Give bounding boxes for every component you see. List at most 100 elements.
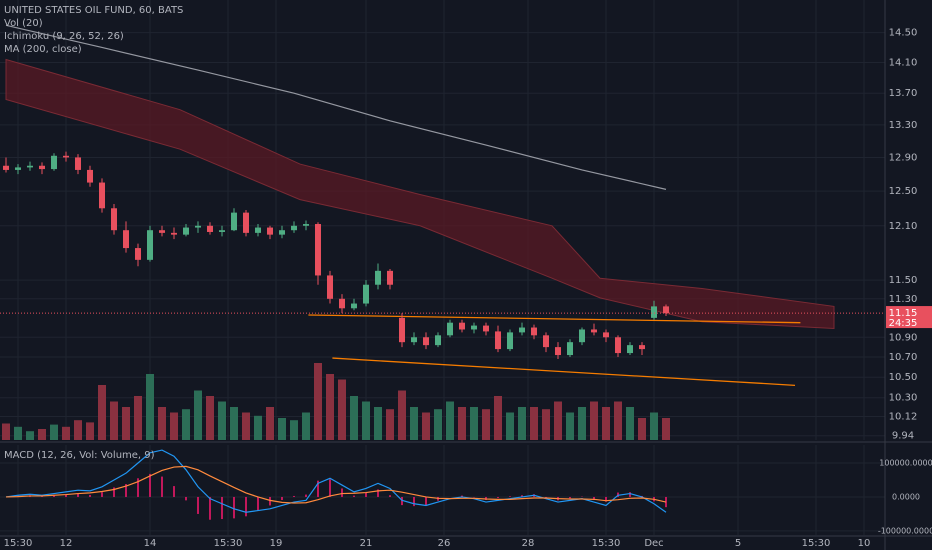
candle-body xyxy=(639,345,645,350)
volume-bar xyxy=(470,407,478,440)
macd-line xyxy=(5,465,667,504)
macd-histogram-bar xyxy=(329,479,331,497)
candle-body xyxy=(363,284,369,304)
macd-title[interactable]: MACD (12, 26, Vol: Volume, 9) xyxy=(4,450,155,461)
macd-histogram-bar xyxy=(113,487,115,497)
macd-histogram-bar xyxy=(269,496,271,506)
last-price-box xyxy=(886,306,932,329)
legend-ma[interactable]: MA (200, close) xyxy=(4,44,82,55)
volume-bar xyxy=(362,401,370,440)
volume-bar xyxy=(50,424,58,440)
macd-histogram-bar xyxy=(233,496,235,519)
volume-bar xyxy=(110,401,118,440)
candle-body xyxy=(231,212,237,231)
candle-body xyxy=(315,224,321,276)
candle-body xyxy=(267,227,273,235)
candle-body xyxy=(291,225,297,231)
macd-histogram-bar xyxy=(509,496,511,497)
volume-bar xyxy=(554,401,562,440)
candle-body xyxy=(447,322,453,336)
candle-body xyxy=(195,225,201,228)
volume-bar xyxy=(218,401,226,440)
candle-body xyxy=(183,227,189,235)
candle-body xyxy=(3,165,9,170)
volume-bar xyxy=(122,407,130,440)
volume-bar xyxy=(518,407,526,440)
x-tick-label: 15:30 xyxy=(802,538,831,549)
x-tick-label: 21 xyxy=(360,538,373,549)
y-tick-label: 13.70 xyxy=(889,88,918,99)
volume-bar xyxy=(542,409,550,440)
macd-histogram-bar xyxy=(197,496,199,514)
candle-body xyxy=(651,306,657,318)
candle-body xyxy=(135,248,141,260)
volume-bar xyxy=(566,412,574,440)
candle-body xyxy=(507,332,513,350)
candle-body xyxy=(567,342,573,356)
candle-body xyxy=(495,331,501,350)
volume-bar xyxy=(578,407,586,440)
x-tick-label: Dec xyxy=(644,538,663,549)
candle-body xyxy=(543,335,549,348)
candle-body xyxy=(519,327,525,333)
x-tick-label: 14 xyxy=(144,538,157,549)
y-tick-label: 10.90 xyxy=(889,332,918,343)
volume-bar xyxy=(458,407,466,440)
candle-body xyxy=(207,225,213,232)
y-tick-label: 100000.0000 xyxy=(879,459,932,468)
y-tick-label: 10.30 xyxy=(889,393,918,404)
volume-bar xyxy=(266,407,274,440)
volume-bar xyxy=(326,374,334,440)
volume-bar xyxy=(278,418,286,440)
candle-body xyxy=(387,270,393,285)
volume-bar xyxy=(62,426,70,440)
x-tick-label: 15:30 xyxy=(214,538,243,549)
macd-histogram-bar xyxy=(521,495,523,497)
trend-line xyxy=(332,357,796,387)
legend-volume[interactable]: Vol (20) xyxy=(4,18,43,29)
volume-bar xyxy=(242,412,250,440)
candle-body xyxy=(39,165,45,170)
candle-body xyxy=(399,317,405,343)
macd-histogram-bar xyxy=(53,495,55,497)
last-price-label: 11.15 xyxy=(889,308,918,319)
macd-histogram-bar xyxy=(245,496,247,517)
volume-bar xyxy=(590,401,598,440)
macd-histogram-bar xyxy=(125,484,127,497)
candle-body xyxy=(99,182,105,209)
candle-body xyxy=(603,332,609,338)
volume-bar xyxy=(638,418,646,440)
volume-bar xyxy=(230,407,238,440)
x-tick-label: 10 xyxy=(858,538,871,549)
macd-histogram-bar xyxy=(305,494,307,497)
macd-histogram-bar xyxy=(401,496,403,506)
candle-body xyxy=(147,230,153,260)
volume-bar xyxy=(374,407,382,440)
volume-bar xyxy=(98,385,106,440)
candle-body xyxy=(303,224,309,226)
legend-ichimoku[interactable]: Ichimoku (9, 26, 52, 26) xyxy=(4,31,124,42)
volume-bar xyxy=(86,422,94,440)
candle-body xyxy=(255,227,261,233)
candle-body xyxy=(627,345,633,354)
ichimoku-cloud xyxy=(5,58,835,330)
candle-body xyxy=(243,212,249,233)
countdown-label: 24:35 xyxy=(889,318,918,329)
volume-bar xyxy=(662,418,670,440)
macd-histogram-bar xyxy=(569,496,571,499)
candle-body xyxy=(171,232,177,235)
macd-histogram-bar xyxy=(257,496,259,511)
candle-body xyxy=(15,167,21,170)
macd-histogram-bar xyxy=(605,496,607,502)
x-tick-label: 15:30 xyxy=(592,538,621,549)
candle-body xyxy=(579,329,585,343)
candle-body xyxy=(591,329,597,333)
macd-histogram-bar xyxy=(353,495,355,497)
x-tick-label: 19 xyxy=(270,538,283,549)
candle-body xyxy=(411,337,417,343)
macd-histogram-bar xyxy=(89,494,91,497)
volume-bar xyxy=(482,409,490,440)
candle-body xyxy=(123,230,129,249)
volume-bar xyxy=(290,420,298,440)
